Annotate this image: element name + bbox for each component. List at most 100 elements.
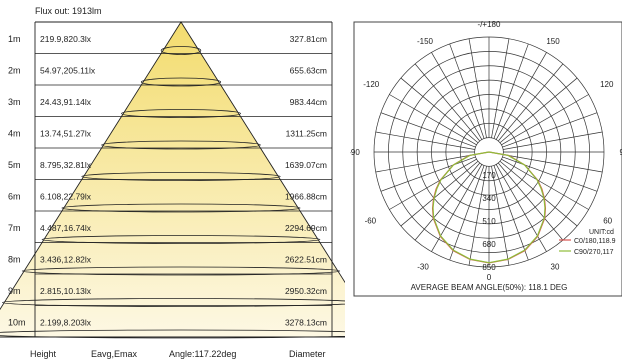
illuminance-value: 6.108,22.79lx — [40, 191, 92, 201]
height-label: 5m — [8, 160, 21, 170]
illuminance-value: 54.97,205.11lx — [40, 65, 96, 75]
illuminance-value: 3.436,12.82lx — [40, 254, 92, 264]
polar-grid-spoke — [491, 38, 510, 138]
polar-grid-spoke — [499, 77, 578, 144]
polar-grid-spoke — [389, 158, 477, 210]
height-label: 7m — [8, 223, 21, 233]
beam-ellipse — [160, 46, 202, 55]
polar-angle-label: -30 — [417, 262, 429, 271]
illuminance-value: 2.199,8.203lx — [40, 317, 92, 327]
beam-ellipse — [0, 329, 345, 339]
polar-radial-label: 850 — [482, 263, 496, 272]
height-label: 2m — [8, 65, 21, 75]
diameter-value: 1639.07cm — [285, 160, 327, 170]
height-label: 6m — [8, 191, 21, 201]
column-header-angle: Angle:117.22deg — [169, 349, 236, 359]
beam-ellipse — [101, 140, 261, 150]
flux-out-label: Flux out: 1913lm — [35, 6, 102, 16]
polar-grid-spoke — [491, 166, 510, 266]
diameter-value: 2622.51cm — [285, 254, 327, 264]
polar-grid-spoke — [502, 156, 598, 192]
diameter-value: 1966.88cm — [285, 191, 327, 201]
polar-grid-spoke — [431, 52, 483, 140]
polar-grid-spoke — [400, 160, 479, 227]
beam-angle-footer: AVERAGE BEAM ANGLE(50%): 118.1 DEG — [411, 283, 568, 292]
height-label: 9m — [8, 286, 21, 296]
height-label: 8m — [8, 254, 21, 264]
polar-grid-spoke — [375, 131, 475, 150]
polar-grid-spoke — [431, 164, 483, 252]
curve-series-2 — [432, 151, 546, 264]
diameter-value: 2294.69cm — [285, 223, 327, 233]
beam-ellipse — [2, 298, 345, 307]
polar-radial-label: 680 — [482, 240, 496, 249]
unit-label: UNIT:cd — [589, 229, 614, 236]
polar-grid-spoke — [501, 158, 589, 210]
polar-radial-label: 510 — [482, 217, 496, 226]
legend-label: C90/270,117 — [574, 249, 614, 256]
polar-grid-spoke — [414, 63, 481, 142]
diameter-value: 2950.32cm — [285, 286, 327, 296]
diameter-value: 655.63cm — [290, 65, 327, 75]
illuminance-value: 4.487,16.74lx — [40, 223, 92, 233]
polar-chart-frame — [353, 21, 622, 297]
height-label: 10m — [8, 317, 26, 327]
column-header-diameter: Diameter — [289, 349, 326, 359]
polar-grid-spoke — [380, 112, 476, 148]
polar-grid-spoke — [414, 162, 481, 241]
polar-grid-spoke — [449, 43, 485, 139]
polar-angle-label: -150 — [417, 37, 434, 46]
column-header-height: Height — [30, 349, 57, 359]
height-label: 4m — [8, 128, 21, 138]
polar-radial-label: 340 — [482, 194, 496, 203]
polar-angle-label: -/+180 — [478, 20, 501, 29]
beam-ellipse — [140, 77, 222, 87]
polar-angle-label: 150 — [546, 37, 560, 46]
polar-intensity-chart: -/+180 150 120 90 60 30 0 -30 -60 -90 -120 -150 170 3… — [350, 20, 622, 297]
illuminance-value: 13.74,51.27lx — [40, 128, 92, 138]
polar-angle-label: -60 — [365, 217, 377, 226]
polar-angle-label: 120 — [600, 80, 614, 89]
column-header-illuminance: Eavg,Emax — [91, 349, 138, 359]
polar-grid-spoke — [499, 160, 578, 227]
polar-grid-spoke — [503, 131, 603, 150]
illuminance-value: 2.815,10.13lx — [40, 286, 92, 296]
beam-ellipse — [81, 172, 281, 181]
polar-angle-label: 0 — [487, 273, 492, 282]
polar-grid-spoke — [495, 52, 547, 140]
beam-ellipse — [21, 266, 341, 276]
polar-grid-spoke — [501, 94, 589, 146]
diameter-value: 3278.13cm — [285, 317, 327, 327]
polar-angle-label: 60 — [603, 217, 612, 226]
illuminance-cone-chart: Flux out: 1913lm 1m 219.9,820.3lx 327.81cm… — [0, 6, 345, 359]
polar-angle-label: -90 — [350, 148, 360, 157]
polar-grid-spoke — [449, 165, 485, 261]
polar-grid-spoke — [497, 162, 564, 241]
beam-ellipse — [121, 109, 241, 118]
height-label: 1m — [8, 34, 21, 44]
polar-grid-spoke — [389, 94, 477, 146]
polar-grid-spoke — [502, 112, 598, 148]
diameter-value: 327.81cm — [290, 34, 327, 44]
polar-angle-label: -120 — [363, 80, 380, 89]
diameter-value: 983.44cm — [290, 97, 327, 107]
height-label: 3m — [8, 97, 21, 107]
polar-angle-label: 30 — [551, 262, 560, 271]
polar-grid-spoke — [495, 164, 547, 252]
polar-grid-spoke — [380, 156, 476, 192]
illuminance-value: 8.795,32.81lx — [40, 160, 92, 170]
polar-grid-spoke — [503, 154, 603, 173]
polar-radial-label: 170 — [482, 171, 496, 180]
diameter-value: 1311.25cm — [286, 128, 327, 138]
polar-grid-spoke — [493, 165, 529, 261]
beam-ellipse — [41, 235, 321, 244]
illuminance-value: 24.43,91.14lx — [40, 97, 92, 107]
polar-grid-spoke — [497, 63, 564, 142]
polar-grid-spoke — [375, 154, 475, 173]
polar-angle-label: 90 — [620, 148, 622, 157]
legend-label: C0/180,118.9 — [574, 238, 616, 245]
polar-grid-spoke — [493, 43, 529, 139]
beam-ellipse — [61, 203, 301, 213]
polar-grid-spoke — [400, 77, 479, 144]
illuminance-value: 219.9,820.3lx — [40, 34, 92, 44]
